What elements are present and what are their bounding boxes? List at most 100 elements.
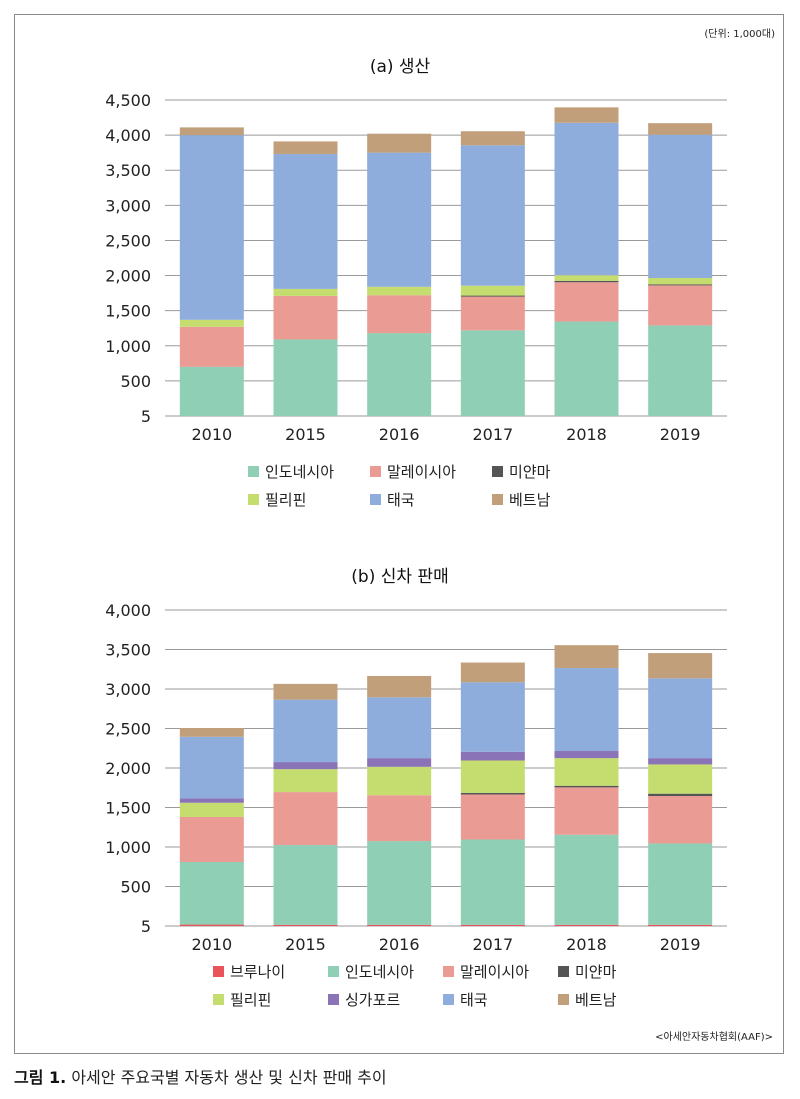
- y-tick-label: 1,500: [105, 799, 151, 818]
- chart-sales: 5 500 1,000 1,500 2,000 2,500 3,000 3,500 4,000 2…: [105, 601, 727, 954]
- bar-segment: [648, 793, 713, 797]
- caption-label: 그림 1.: [14, 1068, 67, 1087]
- legend-label: 싱가포르: [345, 991, 401, 1009]
- x-tick-label: 2019: [660, 935, 701, 954]
- legend-swatch: [370, 466, 381, 477]
- figure-caption: 그림 1. 아세안 주요국별 자동차 생산 및 신차 판매 추이: [14, 1064, 387, 1088]
- bar-segment: [179, 127, 244, 136]
- y-tick-label: 500: [120, 372, 151, 391]
- bar-segment: [367, 766, 432, 796]
- bar-segment: [367, 924, 432, 926]
- x-tick-label: 2019: [660, 425, 701, 444]
- bar-segment: [179, 326, 244, 367]
- bar-segment: [273, 792, 338, 846]
- y-tick-label: 4,500: [105, 91, 151, 110]
- y-tick-label: 1,500: [105, 302, 151, 321]
- y-tick-label: 5: [141, 407, 151, 426]
- bar-segment: [367, 675, 432, 698]
- bar-segment: [273, 295, 338, 340]
- bar-segment: [460, 682, 525, 752]
- bar-segment: [367, 152, 432, 287]
- bar-segment: [367, 133, 432, 153]
- legend-label: 태국: [460, 991, 488, 1009]
- source-note: <아세안자동차협회(AAF)>: [655, 1032, 773, 1043]
- x-tick-label: 2017: [472, 935, 513, 954]
- legend-swatch: [558, 966, 569, 977]
- legend-item: 베트남: [492, 489, 550, 510]
- legend-swatch: [248, 466, 259, 477]
- unit-note: (단위: 1,000대): [704, 29, 775, 40]
- legend-label: 말레이시아: [387, 463, 457, 481]
- legend-label: 필리핀: [265, 491, 307, 509]
- y-tick-label: 2,500: [105, 720, 151, 739]
- legend-item: 말레이시아: [443, 961, 529, 982]
- bar-segment: [367, 295, 432, 334]
- bar-segment: [460, 295, 525, 297]
- legend-item: 인도네시아: [328, 961, 414, 982]
- legend-label: 태국: [387, 491, 415, 509]
- y-tick-label: 3,000: [105, 680, 151, 699]
- bar-segment: [367, 841, 432, 925]
- bar-segment: [367, 286, 432, 296]
- bar-segment: [648, 924, 713, 926]
- bar-segment: [273, 762, 338, 770]
- x-tick-label: 2015: [285, 935, 326, 954]
- y-tick-label: 4,000: [105, 126, 151, 145]
- bar-segment: [554, 785, 619, 788]
- legend-swatch: [492, 466, 503, 477]
- bar-segment: [460, 296, 525, 331]
- bar-segment: [554, 107, 619, 123]
- legend-item: 태국: [370, 489, 415, 510]
- bar-segment: [179, 135, 244, 320]
- bar-segment: [367, 333, 432, 416]
- chart-production: 5 500 1,000 1,500 2,000 2,500 3,000 3,500 4,000 4…: [105, 91, 727, 444]
- bar-segment: [648, 796, 713, 844]
- legend-swatch: [328, 994, 339, 1005]
- bar-segment: [648, 285, 713, 326]
- bar-segment: [554, 321, 619, 416]
- legend-item: 말레이시아: [370, 461, 456, 482]
- legend-item: 필리핀: [248, 489, 306, 510]
- bar-segment: [460, 792, 525, 795]
- x-tick-label: 2010: [191, 425, 232, 444]
- bar-segment: [648, 758, 713, 765]
- legend-label: 인도네시아: [265, 463, 335, 481]
- bar-segment: [554, 787, 619, 835]
- legend-label: 필리핀: [230, 991, 272, 1009]
- legend-swatch: [492, 494, 503, 505]
- y-tick-label: 3,500: [105, 641, 151, 660]
- bar-segment: [273, 683, 338, 700]
- chart-b-title: (b) 신차 판매: [351, 567, 449, 587]
- bar-segment: [179, 924, 244, 926]
- bar-segment: [554, 834, 619, 925]
- bar-segment: [179, 728, 244, 737]
- legend-label: 미얀마: [575, 963, 617, 981]
- legend-swatch: [213, 966, 224, 977]
- bar-segment: [648, 123, 713, 135]
- legend-label: 미얀마: [509, 463, 551, 481]
- legend-item: 싱가포르: [328, 989, 400, 1010]
- bar-segment: [460, 751, 525, 761]
- bar-segment: [273, 924, 338, 926]
- bar-segment: [554, 924, 619, 926]
- legend-swatch: [443, 966, 454, 977]
- x-tick-label: 2017: [472, 425, 513, 444]
- bar-segment: [648, 278, 713, 285]
- legend-item: 브루나이: [213, 961, 285, 982]
- bar-segment: [648, 284, 713, 286]
- bar-segment: [648, 678, 713, 759]
- bar-segment: [460, 839, 525, 925]
- y-tick-label: 2,000: [105, 759, 151, 778]
- x-tick-label: 2016: [379, 425, 420, 444]
- bar-segment: [179, 319, 244, 327]
- bar-segment: [460, 794, 525, 840]
- bar-segment: [179, 798, 244, 803]
- y-tick-label: 1,000: [105, 337, 151, 356]
- bar-segment: [273, 141, 338, 155]
- legend-label: 베트남: [509, 491, 551, 509]
- bar-segment: [460, 285, 525, 296]
- bar-segment: [179, 862, 244, 925]
- legend-item: 미얀마: [558, 961, 616, 982]
- bar-segment: [273, 699, 338, 763]
- bar-segment: [179, 366, 244, 416]
